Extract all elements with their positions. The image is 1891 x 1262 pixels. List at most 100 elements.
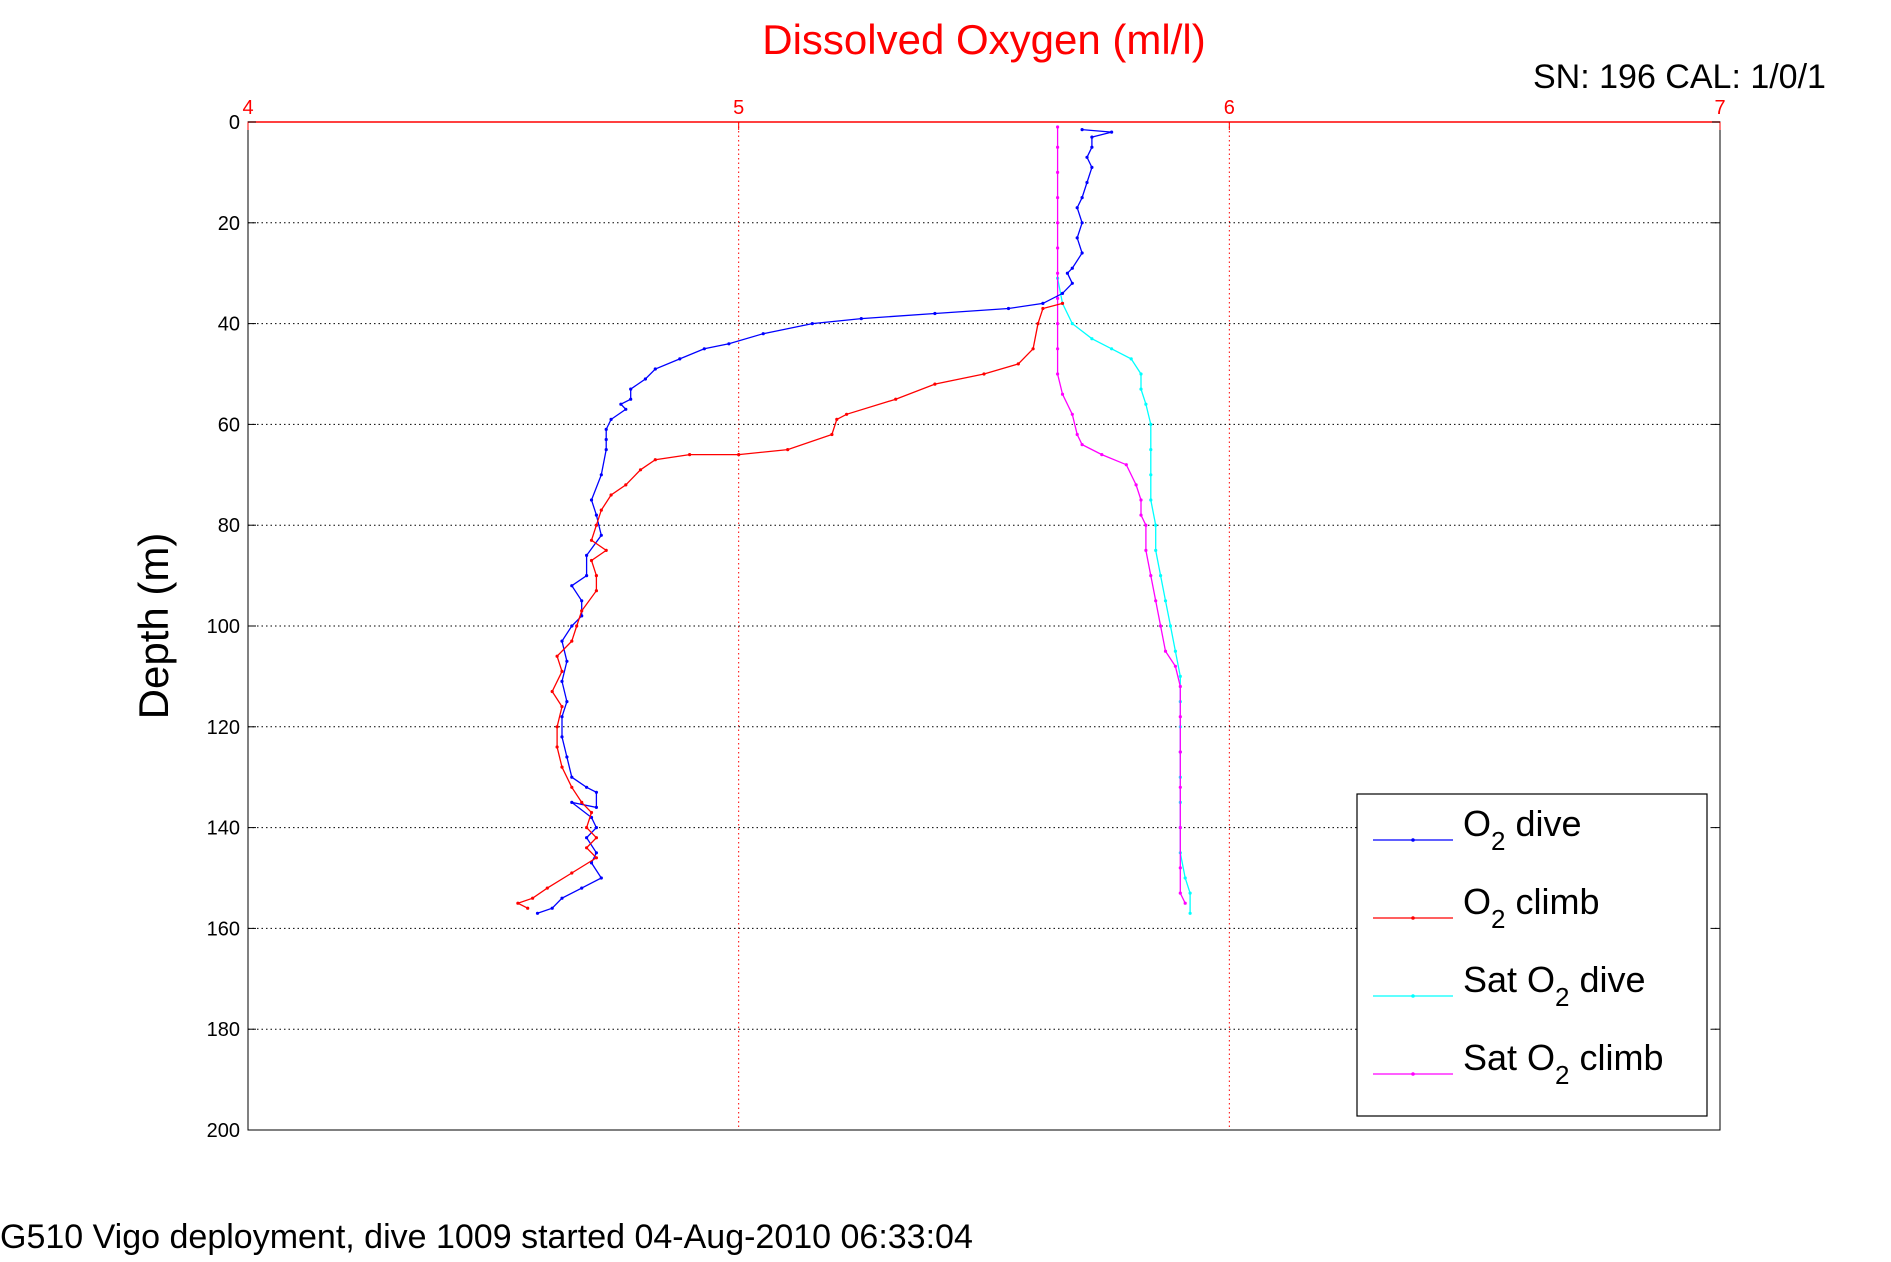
data-point xyxy=(545,886,549,890)
data-point xyxy=(1036,322,1040,326)
data-point xyxy=(1056,322,1060,326)
data-point xyxy=(570,871,574,875)
data-point xyxy=(859,317,863,321)
data-point xyxy=(570,775,574,779)
data-point xyxy=(609,417,613,421)
data-point xyxy=(560,896,564,900)
data-point xyxy=(1100,453,1104,457)
data-point xyxy=(1080,221,1084,225)
data-point xyxy=(1178,674,1182,679)
legend-label: Sat O2 climb xyxy=(1463,1037,1664,1090)
data-point xyxy=(1070,412,1074,416)
data-point xyxy=(589,498,594,502)
data-point xyxy=(1139,513,1143,517)
data-point xyxy=(560,669,564,674)
data-point xyxy=(737,453,741,457)
data-point xyxy=(727,342,731,346)
data-point xyxy=(526,906,530,910)
series-line xyxy=(516,302,1063,909)
data-point xyxy=(589,861,594,865)
data-point xyxy=(1056,125,1060,129)
data-point xyxy=(624,483,628,487)
series-line xyxy=(1056,127,1186,904)
data-point xyxy=(638,468,643,472)
data-point xyxy=(786,448,790,452)
data-point xyxy=(1041,301,1045,305)
data-point xyxy=(1056,246,1060,250)
data-point xyxy=(599,533,603,537)
data-point xyxy=(619,402,623,406)
legend-box xyxy=(1356,793,1708,1117)
data-point xyxy=(570,800,574,805)
data-point xyxy=(1173,664,1177,668)
data-point xyxy=(570,624,574,628)
data-point xyxy=(565,700,569,704)
data-point xyxy=(830,432,834,437)
data-point xyxy=(1080,443,1084,447)
series-0 xyxy=(535,128,1114,915)
data-point xyxy=(599,473,603,477)
legend-marker xyxy=(1411,1072,1415,1076)
data-point xyxy=(1056,170,1060,174)
data-point xyxy=(629,387,633,391)
data-point xyxy=(1139,387,1143,391)
data-point xyxy=(1154,523,1158,527)
data-point xyxy=(1060,301,1065,305)
data-point xyxy=(1154,599,1158,603)
data-point xyxy=(1060,291,1065,295)
x-tick-label: 7 xyxy=(1714,97,1725,119)
legend-marker xyxy=(1411,916,1415,920)
data-point xyxy=(643,377,648,381)
legend-marker xyxy=(1411,838,1415,842)
data-point xyxy=(1056,221,1060,225)
data-point xyxy=(761,332,765,336)
y-tick-label: 20 xyxy=(218,213,240,235)
data-point xyxy=(1110,347,1114,351)
data-point xyxy=(1144,402,1148,406)
footer-caption: G510 Vigo deployment, dive 1009 started … xyxy=(0,1218,973,1256)
data-point xyxy=(1075,432,1079,437)
data-point xyxy=(1080,251,1084,255)
data-point xyxy=(1159,624,1163,628)
y-tick-label: 120 xyxy=(207,717,240,739)
data-point xyxy=(594,589,599,593)
data-point xyxy=(845,412,849,416)
data-point xyxy=(555,745,559,749)
data-point xyxy=(535,911,540,915)
data-point xyxy=(894,397,898,401)
data-point xyxy=(589,558,594,563)
data-point xyxy=(585,826,589,830)
series-line xyxy=(1056,278,1191,914)
data-point xyxy=(1085,155,1089,159)
data-point xyxy=(1183,876,1187,880)
data-point xyxy=(560,679,564,684)
data-point xyxy=(702,347,706,351)
data-point xyxy=(594,574,599,578)
data-point xyxy=(580,599,584,603)
data-point xyxy=(1110,130,1114,134)
data-point xyxy=(1178,826,1182,830)
y-tick-label: 0 xyxy=(229,112,240,134)
data-point xyxy=(585,553,589,558)
data-point xyxy=(1144,548,1148,553)
data-point xyxy=(594,513,599,517)
data-point xyxy=(570,639,574,643)
data-point xyxy=(594,836,599,840)
data-point xyxy=(1149,448,1153,452)
data-point xyxy=(1056,347,1060,351)
data-point xyxy=(585,846,589,850)
data-point xyxy=(1070,266,1074,270)
data-point xyxy=(1183,901,1187,905)
data-point xyxy=(594,790,599,794)
y-axis-label: Depth (m) xyxy=(130,533,177,720)
data-point xyxy=(933,382,937,386)
series-3 xyxy=(1056,125,1187,905)
data-point xyxy=(1149,498,1153,502)
data-point xyxy=(1129,357,1133,361)
data-point xyxy=(1163,649,1168,653)
data-point xyxy=(555,654,559,658)
data-point xyxy=(565,659,569,663)
data-point xyxy=(624,407,628,411)
data-point xyxy=(653,458,657,462)
